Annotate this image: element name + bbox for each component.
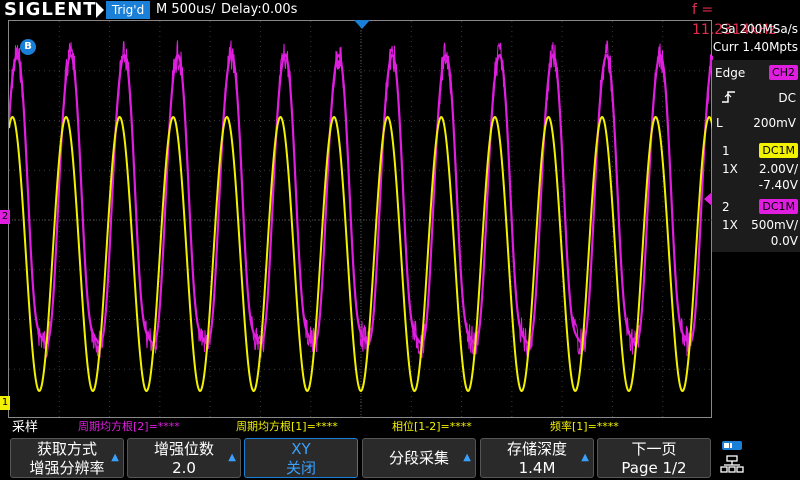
ch2-offset: 0.0V (770, 234, 798, 248)
ch1-offset-marker[interactable]: 1 (0, 396, 10, 410)
arrow-up-icon: ▲ (228, 452, 236, 463)
ch2-settings-box[interactable]: 2 DC1M 1X 500mV/ 0.0V (712, 196, 800, 252)
next-page-button[interactable]: 下一页 Page 1/2 (597, 438, 711, 478)
ch2-waveform-noise (9, 40, 713, 359)
measurement-item: 相位[1-2]=**** (392, 420, 472, 433)
trigger-source: CH2 (769, 65, 798, 80)
measurement-bar: 采样 周期均方根[2]=**** 周期均方根[1]=**** 相位[1-2]=*… (0, 418, 800, 436)
menu-title: 采样 (12, 420, 39, 435)
waveform-b-label: B (24, 41, 32, 52)
sample-rate: Sa 200MSa/s (720, 22, 798, 36)
arrow-up-icon: ▲ (463, 452, 471, 463)
ch1-marker-label: 1 (1, 397, 9, 408)
softkey-label: XY (291, 440, 311, 458)
softkey-value: 关闭 (285, 459, 316, 477)
softkey-value: Page 1/2 (621, 459, 687, 477)
softkey-label: 下一页 (631, 440, 677, 458)
rising-edge-icon (722, 91, 735, 103)
right-info-panel: Sa 200MSa/s Curr 1.40Mpts Edge CH2 DC L … (712, 20, 800, 418)
brand-logo: SIGLENT (4, 0, 97, 20)
xy-mode-button[interactable]: XY 关闭 (244, 438, 358, 478)
trigger-coupling: DC (778, 91, 796, 105)
ch1-settings-box[interactable]: 1 DC1M 1X 2.00V/ -7.40V (712, 140, 800, 196)
segmented-acquisition-button[interactable]: 分段采集 ▲ (362, 438, 476, 478)
ch2-offset-marker[interactable]: 2 (0, 210, 10, 224)
softkey-label: 存储深度 (506, 440, 567, 458)
frequency-counter: f = 11.2314kHz (692, 2, 776, 38)
measurement-item: 周期均方根[2]=**** (78, 420, 180, 433)
memory-depth-button[interactable]: 存储深度 1.4M ▲ (480, 438, 594, 478)
trigger-position-marker[interactable] (354, 20, 370, 30)
ch2-marker-label: 2 (1, 211, 9, 222)
trigger-level: 200mV (753, 116, 796, 130)
ch2-probe: 1X (722, 218, 738, 232)
timebase-readout[interactable]: M 500us/ (156, 2, 216, 17)
memory-depth: Curr 1.40Mpts (712, 40, 798, 54)
softkey-label: 获取方式 (36, 440, 97, 458)
softkey-menu: 获取方式 增强分辨率 ▲ 增强位数 2.0 ▲ XY 关闭 分段采集 ▲ 存储深… (0, 436, 800, 480)
trigger-type: Edge (715, 66, 746, 80)
trigger-status[interactable]: Trig'd (106, 1, 150, 19)
enhanced-bits-button[interactable]: 增强位数 2.0 ▲ (127, 438, 241, 478)
ch2-number: 2 (722, 200, 730, 214)
ch2-scale: 500mV/ (751, 218, 798, 232)
softkey-value: 增强分辨率 (29, 459, 105, 477)
softkey-label: 增强位数 (153, 440, 214, 458)
run-icon (96, 2, 104, 18)
ch1-probe: 1X (722, 162, 738, 176)
softkey-label: 分段采集 (388, 449, 449, 467)
ch1-number: 1 (722, 144, 730, 158)
measurement-item: 周期均方根[1]=**** (236, 420, 338, 433)
trigger-level-label: L (716, 116, 723, 130)
ch2-coupling: DC1M (759, 199, 798, 214)
trigger-level-marker[interactable] (704, 192, 712, 206)
graticule-grid (9, 21, 713, 419)
measurement-item: 频率[1]=**** (550, 420, 619, 433)
arrow-up-icon: ▲ (111, 452, 119, 463)
acquisition-mode-button[interactable]: 获取方式 增强分辨率 ▲ (10, 438, 124, 478)
ch1-offset: -7.40V (758, 178, 798, 192)
waveform-display[interactable] (8, 20, 713, 419)
waveform-b-marker[interactable]: B (20, 39, 36, 55)
ch1-coupling: DC1M (759, 143, 798, 158)
softkey-value: 1.4M (518, 459, 556, 477)
ch1-waveform (9, 115, 713, 393)
delay-readout[interactable]: Delay:0.00s (221, 2, 298, 17)
softkey-value: 2.0 (172, 459, 196, 477)
network-icon (720, 441, 744, 473)
ch1-scale: 2.00V/ (759, 162, 798, 176)
top-status-bar: SIGLENT Trig'd M 500us/ Delay:0.00s f = … (0, 0, 800, 38)
arrow-up-icon: ▲ (581, 452, 589, 463)
trigger-settings-box[interactable]: Edge CH2 DC L 200mV (712, 60, 800, 154)
